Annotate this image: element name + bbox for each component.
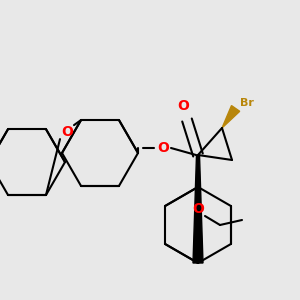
- Text: Br: Br: [240, 98, 254, 108]
- Polygon shape: [193, 155, 203, 263]
- Text: O: O: [157, 141, 169, 155]
- Text: O: O: [61, 125, 73, 139]
- Text: O: O: [177, 99, 189, 113]
- Text: O: O: [192, 202, 204, 216]
- Polygon shape: [222, 106, 240, 128]
